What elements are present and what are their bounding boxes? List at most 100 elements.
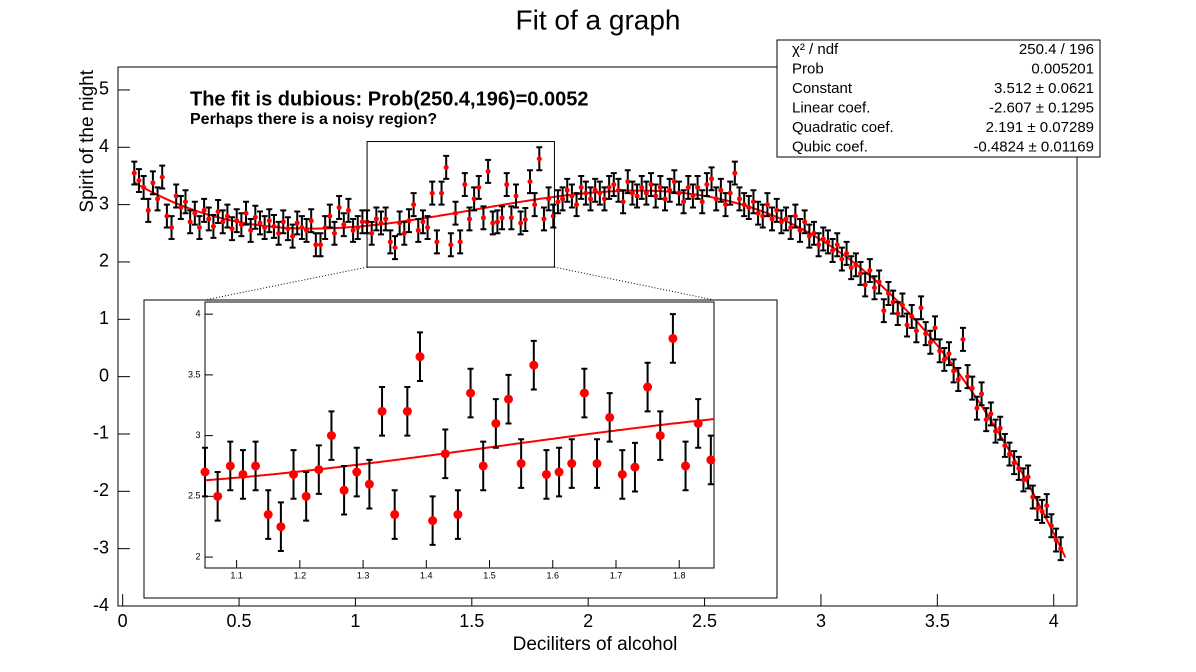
- data-point: [439, 190, 445, 196]
- stats-value: 2.191 ± 0.07289: [986, 119, 1094, 136]
- data-point: [1025, 474, 1031, 480]
- data-point: [620, 199, 626, 205]
- data-point: [755, 210, 761, 216]
- data-point: [667, 187, 673, 193]
- data-point: [411, 202, 417, 208]
- data-point: [504, 394, 514, 404]
- x-tick-label: 2: [583, 611, 593, 631]
- data-point: [453, 510, 463, 520]
- data-point: [974, 405, 980, 411]
- annotation: Perhaps there is a noisy region?: [190, 111, 437, 128]
- data-point: [248, 227, 254, 233]
- data-point: [579, 388, 589, 398]
- data-point: [341, 222, 347, 228]
- data-point: [690, 193, 696, 199]
- data-point: [1011, 460, 1017, 466]
- x-tick-label: 1.6: [547, 570, 560, 580]
- data-point: [164, 213, 170, 219]
- data-point: [736, 196, 742, 202]
- data-point: [196, 225, 202, 231]
- data-point: [263, 510, 273, 520]
- data-point: [532, 202, 538, 208]
- data-point: [150, 180, 156, 186]
- data-point: [867, 268, 873, 274]
- data-point: [960, 336, 966, 342]
- data-point: [904, 322, 910, 328]
- y-tick-label: -1: [93, 423, 109, 443]
- data-point: [615, 187, 621, 193]
- data-point: [173, 193, 179, 199]
- data-point: [983, 417, 989, 423]
- y-tick-label: 0: [99, 365, 109, 385]
- data-point: [434, 239, 440, 245]
- data-point: [159, 174, 165, 180]
- data-point: [655, 431, 665, 441]
- zoom-box: [366, 141, 555, 268]
- data-point: [238, 469, 248, 479]
- data-point: [1048, 523, 1054, 529]
- data-point: [508, 215, 514, 221]
- y-tick-label: 3: [99, 193, 109, 213]
- data-point: [141, 184, 147, 190]
- data-point: [567, 459, 577, 469]
- data-point: [187, 219, 193, 225]
- data-point: [271, 223, 277, 229]
- data-point: [476, 184, 482, 190]
- data-point: [574, 202, 580, 208]
- data-point: [792, 213, 798, 219]
- data-point: [290, 233, 296, 239]
- data-point: [668, 333, 678, 343]
- data-point: [301, 491, 311, 501]
- data-point: [834, 242, 840, 248]
- y-tick-label: -4: [93, 595, 109, 615]
- data-point: [932, 325, 938, 331]
- data-point: [490, 220, 496, 226]
- data-point: [499, 215, 505, 221]
- data-point: [378, 220, 384, 226]
- data-point: [402, 406, 412, 416]
- data-point: [299, 225, 305, 231]
- data-point: [844, 250, 850, 256]
- data-point: [816, 242, 822, 248]
- data-point: [909, 313, 915, 319]
- data-point: [811, 230, 817, 236]
- data-point: [178, 204, 184, 210]
- data-point: [369, 230, 375, 236]
- data-point: [318, 242, 324, 248]
- stats-value: 0.005201: [1031, 60, 1094, 77]
- data-point: [1020, 477, 1026, 483]
- data-point: [466, 216, 472, 222]
- data-point: [871, 285, 877, 291]
- data-point: [1034, 506, 1040, 512]
- data-point: [862, 282, 868, 288]
- data-point: [425, 225, 431, 231]
- data-point: [448, 242, 454, 248]
- data-point: [345, 207, 351, 213]
- data-point: [583, 190, 589, 196]
- data-point: [401, 230, 407, 236]
- data-point: [420, 219, 426, 225]
- data-point: [485, 168, 491, 174]
- data-point: [1030, 494, 1036, 500]
- data-point: [304, 227, 310, 233]
- data-point: [685, 184, 691, 190]
- data-point: [597, 190, 603, 196]
- data-point: [881, 308, 887, 314]
- y-tick-label: 3.5: [188, 369, 201, 379]
- data-point: [605, 412, 615, 422]
- data-point: [555, 199, 561, 205]
- data-point: [336, 204, 342, 210]
- data-point: [243, 210, 249, 216]
- data-point: [951, 368, 957, 374]
- data-point: [238, 222, 244, 228]
- data-point: [681, 461, 691, 471]
- data-point: [155, 196, 161, 202]
- stats-label: Quadratic coef.: [792, 119, 894, 136]
- data-point: [429, 190, 435, 196]
- data-point: [946, 351, 952, 357]
- data-point: [839, 256, 845, 262]
- data-point: [601, 196, 607, 202]
- stats-box: χ² / ndf 250.4 / 196 Prob 0.005201 Constant 3…: [776, 39, 1101, 158]
- data-point: [224, 213, 230, 219]
- x-tick-label: 1.1: [230, 570, 243, 580]
